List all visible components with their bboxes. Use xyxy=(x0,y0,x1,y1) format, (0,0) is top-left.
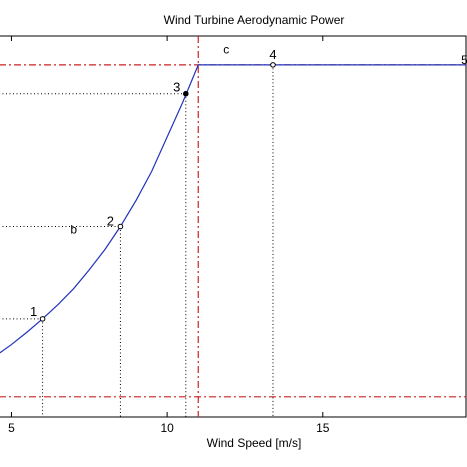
plot-area xyxy=(0,35,467,418)
point-marker-1 xyxy=(39,316,46,322)
annotations: b c 5 xyxy=(70,42,467,236)
reference-lines xyxy=(0,36,466,417)
point-label-4: 4 xyxy=(269,47,276,62)
marked-points: 1 2 3 4 xyxy=(30,47,277,322)
point-label-3: 3 xyxy=(173,80,180,95)
x-tick-label-15: 15 xyxy=(316,421,330,435)
annotation-c: c xyxy=(223,42,229,56)
x-axis-ticks: 5 10 15 xyxy=(8,36,330,435)
point-label-2: 2 xyxy=(107,214,114,229)
annotation-b: b xyxy=(70,223,77,237)
x-axis-label: Wind Speed [m/s] xyxy=(207,436,302,450)
x-tick-label-5: 5 xyxy=(8,421,15,435)
power-curve-line-1 xyxy=(0,64,466,354)
edge-label-5: 5 xyxy=(461,53,467,67)
x-tick-label-10: 10 xyxy=(160,421,174,435)
point-label-1: 1 xyxy=(30,304,37,319)
chart-title: Wind Turbine Aerodynamic Power xyxy=(164,13,345,27)
series-layer xyxy=(0,64,466,354)
point-marker-2 xyxy=(117,223,124,230)
guide-lines xyxy=(0,64,274,417)
point-marker-4 xyxy=(270,62,276,68)
point-marker-3 xyxy=(183,90,189,97)
